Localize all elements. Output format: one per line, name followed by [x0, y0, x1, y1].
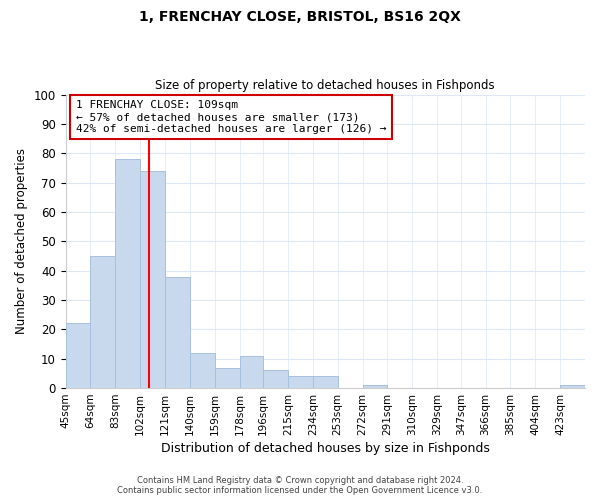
Title: Size of property relative to detached houses in Fishponds: Size of property relative to detached ho… — [155, 79, 495, 92]
Bar — [313, 376, 338, 388]
Bar — [65, 324, 91, 388]
Bar — [190, 353, 215, 388]
Bar — [140, 171, 165, 388]
Y-axis label: Number of detached properties: Number of detached properties — [15, 148, 28, 334]
Bar — [91, 256, 115, 388]
Text: 1, FRENCHAY CLOSE, BRISTOL, BS16 2QX: 1, FRENCHAY CLOSE, BRISTOL, BS16 2QX — [139, 10, 461, 24]
Bar — [239, 356, 263, 388]
Bar — [215, 368, 239, 388]
Bar — [263, 370, 288, 388]
Bar — [560, 385, 585, 388]
Bar — [165, 276, 190, 388]
Text: 1 FRENCHAY CLOSE: 109sqm
← 57% of detached houses are smaller (173)
42% of semi-: 1 FRENCHAY CLOSE: 109sqm ← 57% of detach… — [76, 100, 386, 134]
Bar — [115, 159, 140, 388]
Bar — [362, 385, 388, 388]
X-axis label: Distribution of detached houses by size in Fishponds: Distribution of detached houses by size … — [161, 442, 490, 455]
Bar — [288, 376, 313, 388]
Text: Contains HM Land Registry data © Crown copyright and database right 2024.
Contai: Contains HM Land Registry data © Crown c… — [118, 476, 482, 495]
